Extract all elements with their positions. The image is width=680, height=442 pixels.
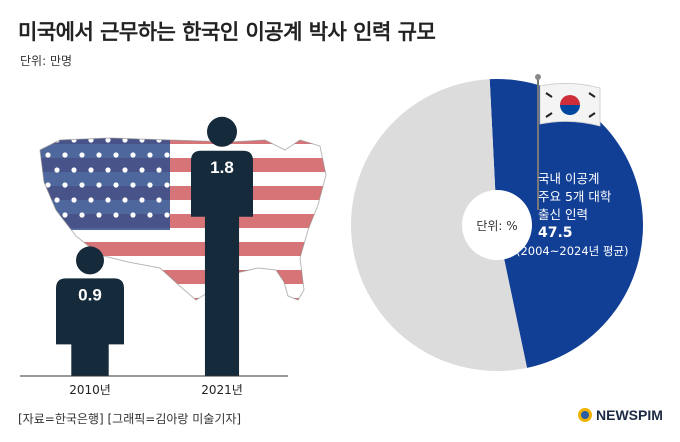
x-tick-label-2: 2021년 <box>201 383 243 397</box>
korean-flag-icon <box>535 74 601 210</box>
newspim-logo: NEWSPIM <box>578 407 663 423</box>
pie-unit-text: 단위: % <box>476 218 518 233</box>
pie-chart <box>351 79 644 371</box>
pie-highlight-period: (2004~2024년 평균) <box>516 244 629 258</box>
person-head <box>207 116 237 147</box>
pie-unit-label: 단위: % <box>462 190 532 260</box>
person-bar-1: 0.9 <box>56 246 124 376</box>
usa-map-outline <box>39 137 327 301</box>
left-unit-label: 단위: 만명 <box>20 54 73 68</box>
person-value-label: 0.9 <box>78 285 102 304</box>
source-credit: [자료=한국은행] [그래픽=김아랑 미술기자] <box>18 412 242 426</box>
person-head <box>76 246 104 275</box>
newspim-logo-text: NEWSPIM <box>596 407 663 423</box>
person-bar-2: 1.8 <box>191 116 253 376</box>
chart-title: 미국에서 근무하는 한국인 이공계 박사 인력 규모 <box>18 20 436 44</box>
newspim-logo-icon <box>578 408 592 422</box>
pie-label-line-1: 국내 이공계 <box>538 171 600 186</box>
pie-highlight-value: 47.5 <box>538 225 573 241</box>
pie-label-line-2: 주요 5개 대학 <box>538 189 612 204</box>
pie-slice-2 <box>351 79 528 371</box>
pie-label-line-3: 출신 인력 <box>538 207 588 222</box>
pie-slice-1 <box>489 79 644 368</box>
person-body <box>191 150 253 376</box>
pie-highlight-label: 국내 이공계 주요 5개 대학 출신 인력 47.5 (2004~2024년 평… <box>516 170 629 260</box>
person-body <box>56 278 124 376</box>
x-tick-label-1: 2010년 <box>69 383 111 397</box>
person-value-label: 1.8 <box>210 158 234 177</box>
